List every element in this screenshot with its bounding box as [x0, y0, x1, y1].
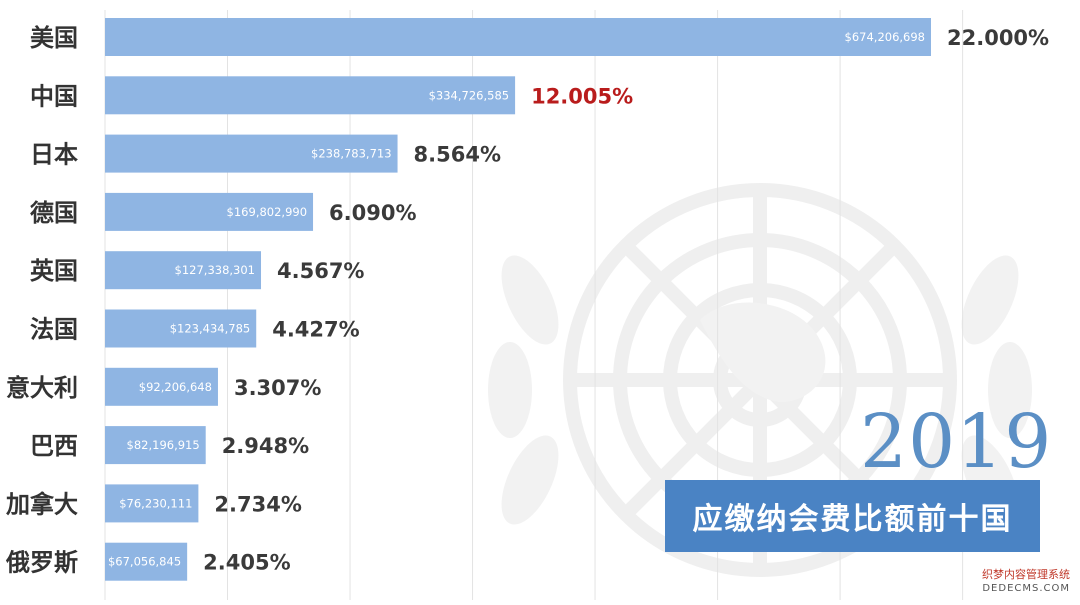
bar-percent-label: 2.734%: [214, 492, 301, 516]
bar: [105, 251, 262, 290]
bar-value-label: $123,434,785: [170, 322, 250, 336]
bar-percent-label: 12.005%: [531, 84, 633, 108]
year-label: 2019: [860, 399, 1053, 485]
bar: [105, 18, 931, 56]
bar-percent-label: 22.000%: [947, 26, 1049, 50]
category-label: 中国: [30, 82, 78, 110]
bar-percent-label: 2.948%: [222, 434, 309, 458]
bar-value-label: $674,206,698: [845, 30, 925, 44]
category-label: 英国: [30, 257, 78, 285]
category-label: 俄罗斯: [5, 549, 78, 577]
bar-value-label: $169,802,990: [227, 205, 307, 219]
category-label: 法国: [30, 316, 78, 344]
bar-value-label: $334,726,585: [429, 88, 509, 102]
bar: [105, 484, 199, 523]
bar-value-label: $76,230,111: [119, 496, 192, 510]
bar-percent-label: 8.564%: [414, 143, 501, 167]
bar: [105, 192, 314, 231]
bar: [105, 76, 516, 115]
bar-percent-label: 4.567%: [277, 259, 364, 283]
site-watermark: 织梦内容管理系统 DEDECMS.COM: [960, 568, 1070, 596]
category-label: 巴西: [30, 432, 78, 460]
category-label: 日本: [30, 141, 78, 169]
bar-value-label: $67,056,845: [108, 555, 181, 569]
watermark-site: DEDECMS.COM: [982, 583, 1070, 594]
bar: [105, 367, 218, 406]
chart-banner: 应缴纳会费比额前十国: [665, 480, 1040, 552]
category-label: 美国: [30, 24, 78, 52]
bar: [105, 309, 257, 348]
bar: [105, 426, 206, 465]
bar-value-label: $238,783,713: [311, 147, 391, 161]
category-label: 德国: [30, 199, 78, 227]
bar: [105, 134, 398, 173]
bar-value-label: $92,206,648: [139, 380, 212, 394]
bar-value-label: $82,196,915: [127, 438, 200, 452]
watermark-title: 织梦内容管理系统: [982, 568, 1070, 581]
category-label: 意大利: [6, 374, 78, 402]
bar-value-label: $127,338,301: [175, 263, 255, 277]
category-label: 加拿大: [6, 490, 78, 518]
bar-percent-label: 2.405%: [203, 551, 290, 575]
bar-percent-label: 3.307%: [234, 376, 321, 400]
bar: [105, 542, 188, 581]
bar-percent-label: 4.427%: [272, 318, 359, 342]
bar-percent-label: 6.090%: [329, 201, 416, 225]
un-emblem-icon: [488, 183, 1032, 577]
